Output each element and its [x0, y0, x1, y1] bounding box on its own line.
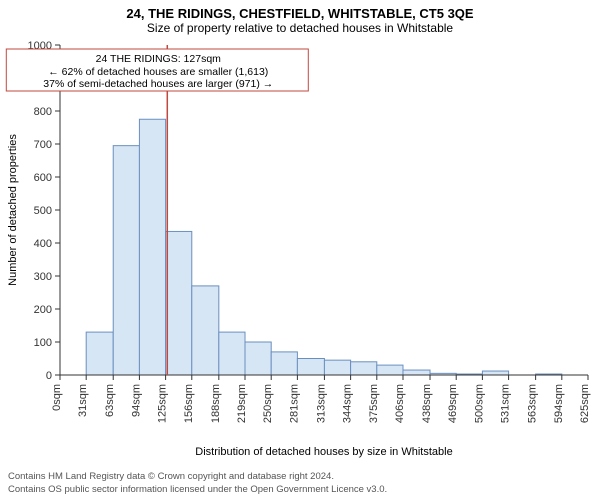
x-tick-label: 531sqm — [500, 384, 512, 423]
histogram-bar — [219, 332, 245, 375]
attribution-footer: Contains HM Land Registry data © Crown c… — [8, 471, 387, 496]
y-tick-label: 800 — [34, 106, 52, 118]
histogram-bar — [271, 352, 297, 375]
x-tick-label: 438sqm — [421, 384, 433, 423]
x-tick-label: 156sqm — [183, 384, 195, 423]
x-tick-label: 188sqm — [210, 384, 222, 423]
y-tick-label: 300 — [34, 271, 52, 283]
x-tick-label: 313sqm — [315, 384, 327, 423]
histogram-bar — [86, 332, 113, 375]
x-tick-label: 344sqm — [342, 384, 354, 423]
histogram-chart: 010020030040050060070080010000sqm31sqm63… — [0, 37, 600, 467]
x-tick-label: 281sqm — [288, 384, 300, 423]
annotation-line: ← 62% of detached houses are smaller (1,… — [48, 66, 268, 78]
x-tick-label: 625sqm — [579, 384, 591, 423]
attribution-line-1: Contains HM Land Registry data © Crown c… — [8, 471, 387, 483]
y-tick-label: 100 — [34, 337, 52, 349]
y-axis-label: Number of detached properties — [7, 134, 19, 286]
histogram-bar — [377, 365, 403, 375]
x-tick-label: 125sqm — [157, 384, 169, 423]
x-tick-label: 500sqm — [473, 384, 485, 423]
histogram-bar — [166, 231, 192, 375]
x-tick-label: 0sqm — [51, 384, 63, 411]
histogram-bar — [297, 359, 324, 376]
annotation-line: 24 THE RIDINGS: 127sqm — [96, 53, 222, 65]
x-tick-label: 31sqm — [77, 384, 89, 417]
x-tick-label: 250sqm — [262, 384, 274, 423]
histogram-bar — [192, 286, 219, 375]
chart-title: Size of property relative to detached ho… — [0, 21, 600, 37]
x-axis-label: Distribution of detached houses by size … — [195, 446, 452, 458]
histogram-bar — [139, 119, 165, 375]
histogram-bar — [351, 362, 377, 375]
histogram-bar — [245, 342, 271, 375]
histogram-bar — [482, 371, 508, 375]
y-tick-label: 0 — [46, 370, 52, 382]
y-tick-label: 500 — [34, 205, 52, 217]
histogram-bar — [403, 370, 430, 375]
y-tick-label: 700 — [34, 139, 52, 151]
x-tick-label: 94sqm — [130, 384, 142, 417]
annotation-line: 37% of semi-detached houses are larger (… — [43, 78, 273, 90]
x-tick-label: 406sqm — [394, 384, 406, 423]
histogram-bar — [324, 360, 350, 375]
x-tick-label: 563sqm — [527, 384, 539, 423]
x-tick-label: 219sqm — [236, 384, 248, 423]
x-tick-label: 594sqm — [553, 384, 565, 423]
x-tick-label: 375sqm — [368, 384, 380, 423]
y-tick-label: 600 — [34, 172, 52, 184]
chart-supertitle: 24, THE RIDINGS, CHESTFIELD, WHITSTABLE,… — [0, 0, 600, 21]
attribution-line-2: Contains OS public sector information li… — [8, 484, 387, 496]
x-tick-label: 469sqm — [447, 384, 459, 423]
x-tick-label: 63sqm — [104, 384, 116, 417]
histogram-bar — [113, 146, 139, 375]
y-tick-label: 400 — [34, 238, 52, 250]
y-tick-label: 200 — [34, 304, 52, 316]
